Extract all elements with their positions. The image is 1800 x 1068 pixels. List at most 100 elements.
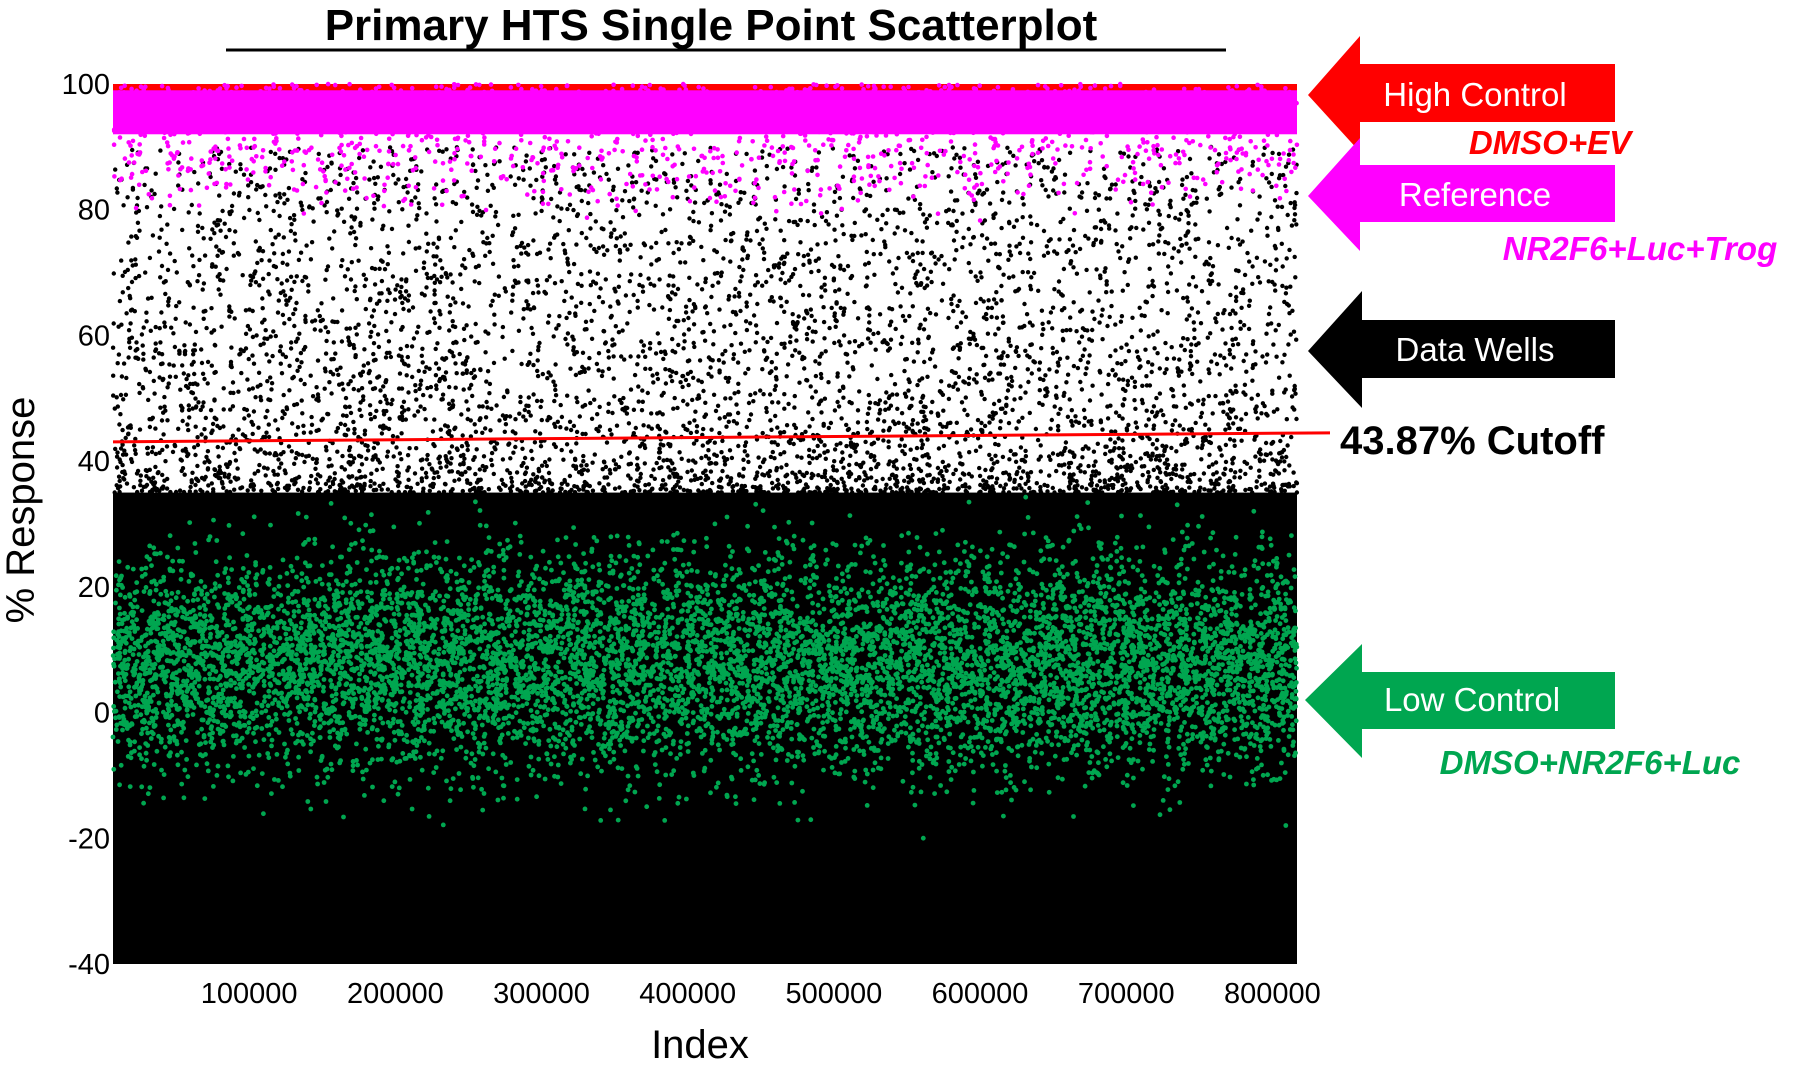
data-well-point <box>217 425 223 431</box>
data-well-point <box>840 174 846 179</box>
data-well-point <box>709 427 714 432</box>
data-well-point <box>653 203 658 208</box>
data-well-point <box>841 231 846 237</box>
data-well-point <box>464 370 469 375</box>
data-well-point <box>651 467 656 472</box>
data-well-point <box>1208 255 1213 261</box>
data-well-point <box>602 475 607 480</box>
data-well-point <box>303 319 308 325</box>
data-well-point <box>1129 334 1135 340</box>
data-well-point <box>744 300 749 305</box>
data-well-point <box>940 392 946 397</box>
data-well-point <box>770 486 776 491</box>
data-well-point <box>213 264 218 269</box>
data-well-point <box>1209 271 1215 276</box>
data-well-point <box>1065 372 1071 377</box>
data-well-point <box>996 326 1001 331</box>
data-well-point <box>434 254 439 259</box>
data-well-point <box>201 309 206 314</box>
data-well-point <box>323 444 329 450</box>
data-well-point <box>1104 444 1109 449</box>
data-well-point <box>521 316 526 321</box>
data-well-point <box>1180 177 1185 182</box>
data-well-point <box>954 152 959 157</box>
data-well-point <box>904 356 909 362</box>
data-well-point <box>776 400 781 405</box>
data-well-point <box>422 369 427 374</box>
data-well-point <box>293 307 298 312</box>
data-well-point <box>864 419 870 425</box>
data-well-point <box>765 176 770 181</box>
data-well-point <box>1232 443 1237 448</box>
data-well-point <box>1052 490 1057 495</box>
data-well-point <box>744 327 750 333</box>
data-well-point <box>1163 420 1168 425</box>
data-well-point <box>1037 360 1043 365</box>
data-well-point <box>273 167 278 172</box>
data-well-point <box>1224 393 1229 398</box>
data-well-point <box>815 443 820 449</box>
data-well-point <box>954 229 959 234</box>
data-well-point <box>1112 477 1118 482</box>
data-well-point <box>197 257 202 263</box>
data-well-point <box>1144 207 1150 212</box>
data-well-point <box>635 305 640 310</box>
data-well-point <box>253 280 259 285</box>
data-well-point <box>117 422 122 427</box>
data-well-point <box>671 274 676 279</box>
data-well-point <box>467 386 472 391</box>
data-well-point <box>603 277 608 282</box>
data-well-point <box>157 213 163 219</box>
data-well-point <box>1238 176 1243 182</box>
data-well-point <box>475 178 481 183</box>
data-well-point <box>590 460 595 465</box>
data-well-point <box>1001 350 1006 355</box>
data-well-point <box>926 455 932 460</box>
data-well-point <box>1032 360 1038 365</box>
data-well-point <box>822 443 827 448</box>
data-well-point <box>141 351 146 356</box>
data-well-point <box>1171 246 1177 251</box>
data-well-point <box>467 247 472 253</box>
data-well-point <box>1173 467 1179 472</box>
data-well-point <box>869 442 874 447</box>
data-well-point <box>400 300 405 306</box>
data-well-point <box>258 185 264 190</box>
data-well-point <box>466 304 471 309</box>
data-well-point <box>1177 357 1182 362</box>
data-well-point <box>183 320 188 325</box>
data-well-point <box>1128 486 1134 491</box>
data-well-point <box>828 420 834 426</box>
data-well-point <box>502 286 507 291</box>
data-well-point <box>133 348 138 353</box>
data-well-point <box>1090 309 1095 314</box>
data-well-point <box>431 316 437 321</box>
data-well-point <box>135 489 140 495</box>
data-well-point <box>229 203 235 209</box>
data-well-point <box>659 229 664 235</box>
data-well-point <box>829 262 835 268</box>
data-well-point <box>975 278 980 283</box>
data-well-point <box>648 281 653 287</box>
data-well-point <box>310 319 315 324</box>
data-well-point <box>1233 336 1239 341</box>
data-well-point <box>678 475 683 480</box>
data-well-point <box>1261 152 1266 157</box>
data-well-point <box>377 483 382 489</box>
data-well-point <box>581 467 587 472</box>
data-well-point <box>136 273 142 279</box>
data-well-point <box>534 488 539 493</box>
data-well-point <box>651 380 656 385</box>
data-well-point <box>110 345 116 350</box>
data-well-point <box>635 456 640 461</box>
data-well-point <box>299 398 304 403</box>
data-well-point <box>813 373 819 379</box>
data-well-point <box>391 172 396 178</box>
data-well-point <box>165 418 170 423</box>
data-well-point <box>156 249 162 254</box>
data-well-point <box>1107 314 1112 320</box>
data-well-point <box>902 391 908 396</box>
data-well-point <box>186 407 192 413</box>
data-well-point <box>1272 489 1277 495</box>
data-well-point <box>601 227 606 232</box>
